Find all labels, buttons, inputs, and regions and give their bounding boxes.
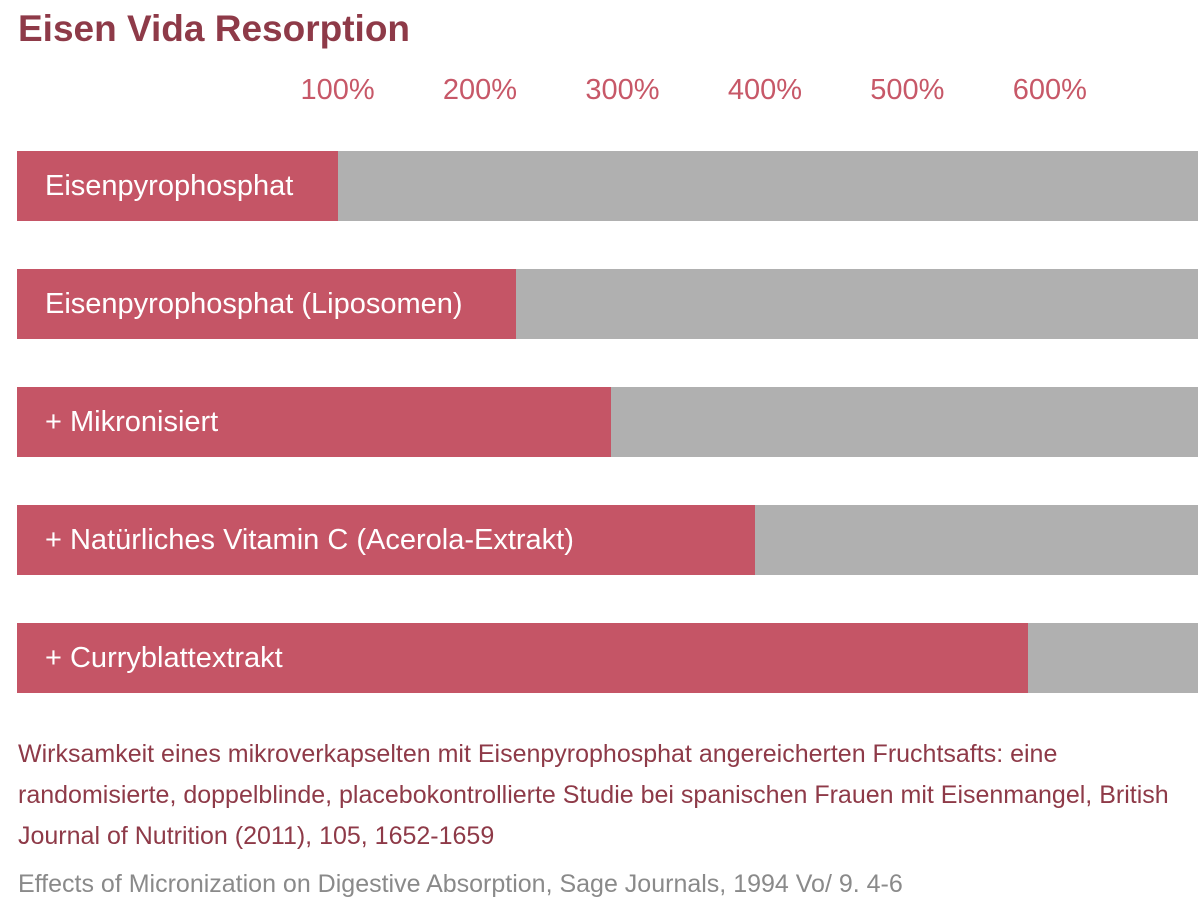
bar-track: Eisenpyrophosphat	[17, 151, 1198, 221]
bar	[17, 623, 1029, 693]
bar-label: + Curryblattextrakt	[45, 642, 283, 674]
bar-label: + Natürliches Vitamin C (Acerola-Extrakt…	[45, 524, 574, 556]
bar-label: Eisenpyrophosphat (Liposomen)	[45, 288, 463, 320]
bar-label: + Mikronisiert	[45, 406, 219, 438]
bar-track: + Natürliches Vitamin C (Acerola-Extrakt…	[17, 505, 1198, 575]
bar-track: + Curryblattextrakt	[17, 623, 1198, 693]
reference-study-2: Effects of Micronization on Digestive Ab…	[18, 870, 903, 898]
bar	[17, 269, 516, 339]
x-tick-label: 600%	[1012, 74, 1087, 106]
reference-study-1: Wirksamkeit eines mikroverkapselten mit …	[18, 740, 1169, 850]
bar-label: Eisenpyrophosphat	[45, 170, 294, 202]
bar	[17, 387, 612, 457]
x-tick-label: 400%	[727, 74, 802, 106]
x-tick-label: 200%	[442, 74, 518, 106]
chart-title: Eisen Vida Resorption	[18, 8, 411, 49]
bar-track: + Mikronisiert	[17, 387, 1198, 457]
bar-chart: Eisenpyrophosphat Eisenpyrophosphat (Lipo…	[17, 151, 1198, 693]
bar-track: Eisenpyrophosphat (Liposomen)	[17, 269, 1198, 339]
bar	[17, 505, 755, 575]
x-tick-label: 300%	[585, 74, 660, 106]
x-tick-label: 500%	[870, 74, 945, 106]
x-axis-tick-labels: 100% 200% 300% 400% 500% 600%	[0, 74, 1203, 114]
bar	[17, 151, 338, 221]
x-tick-label: 100%	[300, 74, 375, 106]
